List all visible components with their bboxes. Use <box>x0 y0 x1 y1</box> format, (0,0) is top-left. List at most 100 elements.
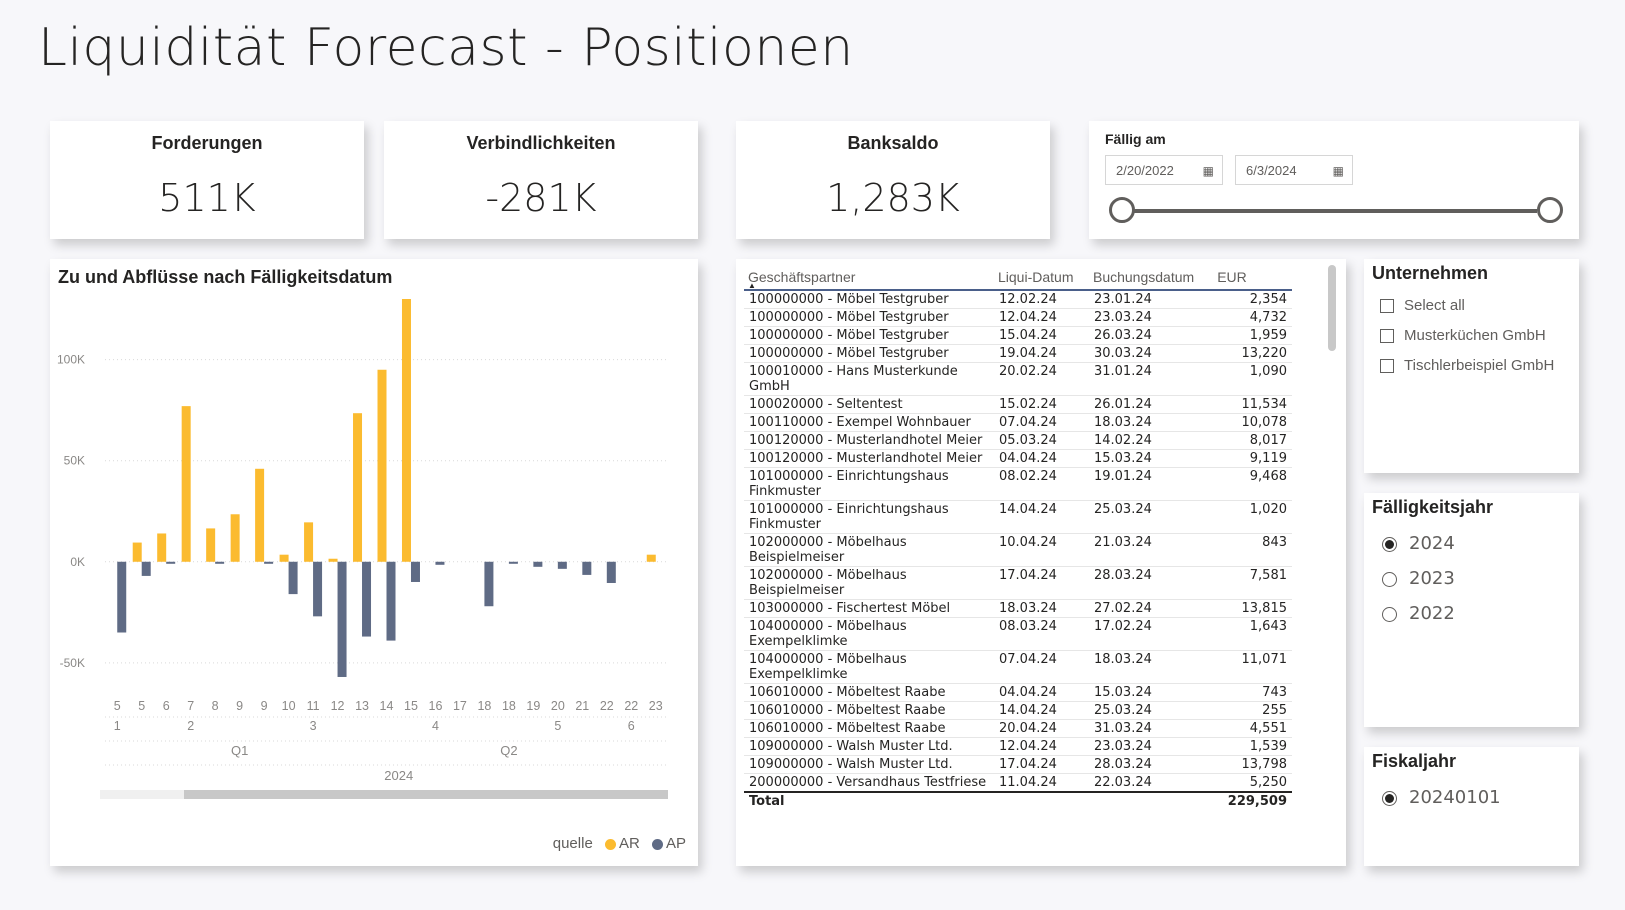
cell-partner: 100120000 - Musterlandhotel Meier <box>744 449 994 468</box>
year-option-2024[interactable]: 2024 <box>1382 533 1455 554</box>
bar-ar[interactable] <box>279 554 289 562</box>
date-slider-track[interactable] <box>1123 209 1537 213</box>
table-row[interactable]: 104000000 - Möbelhaus Exempelklimke 08.03… <box>744 617 1292 651</box>
bar-ar[interactable] <box>132 542 142 562</box>
radio-selected[interactable] <box>1382 536 1397 552</box>
bar-ar[interactable] <box>304 522 314 562</box>
table-row[interactable]: 106010000 - Möbeltest Raabe 14.04.24 25.03… <box>744 701 1292 720</box>
positions-table-card: Geschäftspartner Liqui-Datum Buchungsdat… <box>736 259 1346 866</box>
col-header-partner[interactable]: Geschäftspartner <box>748 269 856 285</box>
bar-ap[interactable] <box>362 561 372 637</box>
total-value: 229,509 <box>1213 791 1292 810</box>
bar-ap[interactable] <box>313 561 323 617</box>
bar-ap[interactable] <box>484 561 494 607</box>
end-date-input[interactable]: 6/3/2024 ▦ <box>1235 155 1353 185</box>
kpi-forderungen-label: Forderungen <box>151 133 263 153</box>
start-date-input[interactable]: 2/20/2022 ▦ <box>1105 155 1223 185</box>
table-row[interactable]: 102000000 - Möbelhaus Beispielmeiser 17.0… <box>744 566 1292 600</box>
radio-selected[interactable] <box>1382 790 1397 806</box>
x-tick-label: 5 <box>138 699 145 713</box>
chart-scroll-thumb[interactable] <box>184 790 668 799</box>
legend-ar-label[interactable]: AR <box>618 835 640 852</box>
bar-ap[interactable] <box>508 561 518 564</box>
radio[interactable] <box>1382 571 1397 587</box>
bar-ap[interactable] <box>582 561 592 575</box>
table-row[interactable]: 106010000 - Möbeltest Raabe 20.04.24 31.03… <box>744 719 1292 738</box>
bar-ap[interactable] <box>606 561 616 583</box>
table-row[interactable]: 100000000 - Möbel Testgruber 15.04.24 26.0… <box>744 326 1292 345</box>
bar-ar[interactable] <box>377 369 387 562</box>
radio[interactable] <box>1382 606 1397 622</box>
bar-ar[interactable] <box>401 299 411 562</box>
table-row[interactable]: 100110000 - Exempel Wohnbauer 07.04.24 18.… <box>744 413 1292 432</box>
date-slider-end-handle[interactable] <box>1537 197 1563 223</box>
table-row[interactable]: 100000000 - Möbel Testgruber 19.04.24 30.0… <box>744 344 1292 363</box>
kpi-verbindlichkeiten-card[interactable]: Verbindlichkeiten -281K <box>384 121 698 239</box>
bar-ar[interactable] <box>646 554 656 562</box>
x-tick-label: 16 <box>429 699 443 713</box>
cell-partner: 100020000 - Seltentest <box>744 395 994 414</box>
calendar-icon[interactable]: ▦ <box>1202 164 1214 178</box>
bar-ap[interactable] <box>337 561 347 677</box>
bar-ap[interactable] <box>435 561 445 565</box>
checkbox[interactable] <box>1380 299 1394 314</box>
fiskaljahr-option-20240101[interactable]: 20240101 <box>1382 787 1501 808</box>
x-tick-label: 18 <box>477 699 491 713</box>
bar-ap[interactable] <box>166 561 176 564</box>
checkbox[interactable] <box>1380 329 1394 344</box>
bar-ap[interactable] <box>386 561 396 641</box>
bar-ar[interactable] <box>328 558 338 562</box>
col-header-buchungsdatum[interactable]: Buchungsdatum <box>1092 269 1195 285</box>
legend-title: quelle <box>552 835 593 852</box>
table-row[interactable]: 106010000 - Möbeltest Raabe 04.04.24 15.03… <box>744 683 1292 702</box>
bar-ar[interactable] <box>230 514 240 562</box>
bar-ap[interactable] <box>215 561 225 564</box>
bar-ap[interactable] <box>264 561 274 564</box>
table-row[interactable]: 101000000 - Einrichtungshaus Finkmuster 0… <box>744 467 1292 501</box>
bar-ap[interactable] <box>288 561 298 595</box>
bar-ar[interactable] <box>157 533 167 562</box>
bar-ar[interactable] <box>353 413 363 562</box>
table-row[interactable]: 200000000 - Versandhaus Testfriese 11.04.… <box>744 773 1292 793</box>
cell-eur: 255 <box>1213 701 1292 720</box>
table-row[interactable]: 100020000 - Seltentest 15.02.24 26.01.24 11… <box>744 395 1292 414</box>
table-scrollbar[interactable] <box>1328 265 1336 351</box>
kpi-forderungen-card[interactable]: Forderungen 511K <box>50 121 364 239</box>
bar-ap[interactable] <box>533 561 543 567</box>
cell-eur: 2,354 <box>1213 290 1292 309</box>
bar-ap[interactable] <box>141 561 151 576</box>
table-row[interactable]: 100000000 - Möbel Testgruber 12.02.24 23.0… <box>744 290 1292 309</box>
table-row[interactable]: 109000000 - Walsh Muster Ltd. 12.04.24 23.… <box>744 737 1292 756</box>
col-header-eur[interactable]: EUR <box>1217 269 1247 285</box>
table-row[interactable]: 100120000 - Musterlandhotel Meier 04.04.2… <box>744 449 1292 468</box>
table-row[interactable]: 102000000 - Möbelhaus Beispielmeiser 10.0… <box>744 533 1292 567</box>
col-header-liqui-datum[interactable]: Liqui-Datum <box>998 269 1074 285</box>
bar-ar[interactable] <box>206 528 216 562</box>
date-slider-start-handle[interactable] <box>1109 197 1135 223</box>
table-row[interactable]: 100010000 - Hans Musterkunde GmbH 20.02.2… <box>744 362 1292 396</box>
table-row[interactable]: 103000000 - Fischertest Möbel 18.03.24 27.… <box>744 599 1292 618</box>
table-row[interactable]: 100000000 - Möbel Testgruber 12.04.24 23.0… <box>744 308 1292 327</box>
bar-ap[interactable] <box>557 561 567 569</box>
kpi-banksaldo-card[interactable]: Banksaldo 1,283K <box>736 121 1050 239</box>
legend-ap-dot <box>651 838 663 850</box>
kpi-forderungen-value: 511K <box>158 176 256 220</box>
bar-ap[interactable] <box>117 561 127 633</box>
bar-ar[interactable] <box>181 406 191 562</box>
unternehmen-option-musterkuechen[interactable]: Musterküchen GmbH <box>1380 327 1546 344</box>
table-row[interactable]: 101000000 - Einrichtungshaus Finkmuster 1… <box>744 500 1292 534</box>
unternehmen-option-select-all[interactable]: Select all <box>1380 297 1465 314</box>
year-option-2023[interactable]: 2023 <box>1382 568 1455 589</box>
unternehmen-option-tischlerbeispiel[interactable]: Tischlerbeispiel GmbH <box>1380 357 1554 374</box>
bar-ar[interactable] <box>255 468 265 562</box>
legend-ap-label[interactable]: AP <box>665 835 686 852</box>
table-row[interactable]: 109000000 - Walsh Muster Ltd. 17.04.24 28.… <box>744 755 1292 774</box>
cell-liqui-datum: 14.04.24 <box>994 500 1089 534</box>
table-row[interactable]: 100120000 - Musterlandhotel Meier 05.03.2… <box>744 431 1292 450</box>
table-row[interactable]: 104000000 - Möbelhaus Exempelklimke 07.04… <box>744 650 1292 684</box>
year-option-2022[interactable]: 2022 <box>1382 603 1455 624</box>
checkbox[interactable] <box>1380 359 1394 374</box>
calendar-icon[interactable]: ▦ <box>1332 164 1344 178</box>
bar-ap[interactable] <box>410 561 420 582</box>
